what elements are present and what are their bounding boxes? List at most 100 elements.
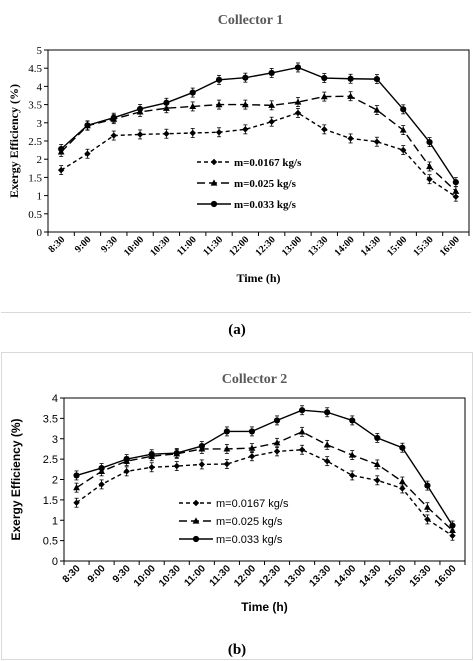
data-point-series-3 xyxy=(248,428,256,435)
data-point-series-3 xyxy=(173,449,180,457)
data-point-series-3 xyxy=(148,451,155,458)
legend-marker-3 xyxy=(210,200,218,208)
data-point-series-2 xyxy=(73,484,80,491)
panel-label-b: (b) xyxy=(227,642,247,658)
series-line-2 xyxy=(60,95,457,192)
legend-label-2: m=0.025 kg/s xyxy=(216,516,283,528)
data-point-series-3 xyxy=(84,122,91,129)
data-point-series-1 xyxy=(123,468,130,475)
data-point-series-2 xyxy=(241,101,249,108)
data-point-series-1 xyxy=(449,532,456,539)
data-point-series-1 xyxy=(215,129,223,136)
y-tick-label: 0 xyxy=(52,556,58,568)
data-point-series-2 xyxy=(373,460,381,468)
data-point-series-3 xyxy=(136,105,144,113)
x-tick-label: 13:30 xyxy=(306,234,330,258)
x-tick-label: 9:00 xyxy=(73,234,94,255)
legend-marker-2 xyxy=(192,517,200,524)
series-line-3 xyxy=(76,409,454,526)
x-tick-label: 13:00 xyxy=(282,563,308,589)
data-point-series-2 xyxy=(426,162,433,170)
y-tick-label: 3.5 xyxy=(43,413,58,425)
x-tick-label: 14:00 xyxy=(332,563,358,589)
chart-frame: Collector 1 0 0.5 1 1.5 2 2.5 3 3.5 4 4.5 5 8:30 9:00… xyxy=(1,0,471,313)
data-point-series-1 xyxy=(223,460,231,468)
y-tick-label: 1 xyxy=(52,515,58,527)
x-tick-label: 10:30 xyxy=(157,563,183,589)
data-point-series-1 xyxy=(268,118,275,125)
x-tick-label: 15:00 xyxy=(385,234,409,258)
data-point-series-1 xyxy=(148,464,155,471)
data-point-series-3 xyxy=(215,76,223,83)
x-tick-label: 15:00 xyxy=(383,563,409,589)
x-tick-label: 12:30 xyxy=(257,563,283,589)
legend-label-3: m=0.033 kg/s xyxy=(216,534,283,546)
data-point-series-2 xyxy=(323,441,331,448)
data-point-series-1 xyxy=(173,462,180,470)
x-tick-label: 15:30 xyxy=(408,563,434,589)
data-point-series-1 xyxy=(298,446,306,453)
series-line-2 xyxy=(76,431,453,531)
chart-title: Collector 1 xyxy=(218,13,283,28)
chart-panel-collector-1: Collector 1 0 0.5 1 1.5 2 2.5 3 3.5 4 4.5 5 8:30 9:00… xyxy=(0,0,474,318)
data-point-series-2 xyxy=(223,445,231,452)
data-point-series-3 xyxy=(198,442,205,450)
y-tick-label: 3 xyxy=(52,434,58,446)
y-tick-label: 1.5 xyxy=(28,172,42,184)
data-point-series-1 xyxy=(98,481,105,488)
x-tick-label: 9:30 xyxy=(111,563,133,585)
y-axis-label: Exergy Efficiency (%) xyxy=(9,418,23,540)
y-tick-label: 1 xyxy=(37,191,43,203)
data-point-series-1 xyxy=(294,109,302,117)
data-point-series-1 xyxy=(273,448,281,455)
data-point-series-3 xyxy=(268,69,275,77)
y-tick-label: 1.5 xyxy=(43,495,58,507)
y-tick-label: 2 xyxy=(52,475,58,487)
data-point-series-2 xyxy=(298,428,306,435)
data-point-series-1 xyxy=(321,126,328,133)
chart-collector-2: Collector 2 0 0.5 1 1.5 2 2.5 3 3.5 4 8:30 9:00 9:30… xyxy=(9,372,466,614)
x-tick-label: 10:00 xyxy=(132,563,158,589)
legend-label-3: m=0.033 kg/s xyxy=(234,199,297,211)
data-point-series-3 xyxy=(449,522,456,529)
x-tick-label: 12:00 xyxy=(227,234,251,258)
data-point-series-1 xyxy=(198,461,206,468)
y-tick-label: 0.5 xyxy=(28,209,42,221)
y-tick-label: 4 xyxy=(52,393,58,405)
x-tick-label: 11:00 xyxy=(175,234,199,258)
data-point-series-1 xyxy=(189,129,196,137)
data-point-series-3 xyxy=(273,417,281,424)
data-point-series-3 xyxy=(123,456,130,463)
data-point-series-3 xyxy=(98,464,105,472)
x-tick-label: 9:00 xyxy=(86,563,108,585)
chart-collector-1: Collector 1 0 0.5 1 1.5 2 2.5 3 3.5 4 4.5 5 8:30 9:00… xyxy=(7,13,470,285)
x-tick-label: 13:00 xyxy=(280,234,304,258)
data-point-series-3 xyxy=(298,407,306,414)
data-point-series-3 xyxy=(58,145,65,153)
data-point-series-3 xyxy=(347,75,354,82)
x-axis-label: Time (h) xyxy=(241,600,287,614)
x-tick-label: 9:30 xyxy=(99,234,120,255)
y-tick-label: 3 xyxy=(37,118,43,130)
panel-label-a: (a) xyxy=(228,322,246,338)
y-tick-label: 2.5 xyxy=(43,454,58,466)
x-tick-label: 10:30 xyxy=(148,234,172,258)
data-point-series-3 xyxy=(373,76,381,83)
legend-marker-1 xyxy=(210,158,218,166)
data-point-series-1 xyxy=(373,138,381,145)
data-point-series-3 xyxy=(163,99,170,106)
data-point-series-3 xyxy=(399,444,406,451)
data-point-series-3 xyxy=(426,138,433,146)
data-point-series-2 xyxy=(347,92,354,99)
data-point-series-1 xyxy=(248,453,256,460)
data-point-series-3 xyxy=(242,74,249,81)
series-line-1 xyxy=(76,449,453,537)
x-tick-label: 11:00 xyxy=(182,563,208,589)
y-tick-label: 0 xyxy=(37,227,43,239)
x-tick-label: 12:00 xyxy=(232,563,258,589)
data-point-series-2 xyxy=(320,92,328,100)
chart-panel-collector-2: Collector 2 0 0.5 1 1.5 2 2.5 3 3.5 4 8:30 9:00 9:30… xyxy=(0,352,474,661)
data-point-series-2 xyxy=(424,503,431,510)
data-point-series-2 xyxy=(268,101,276,108)
data-point-series-3 xyxy=(374,434,381,442)
